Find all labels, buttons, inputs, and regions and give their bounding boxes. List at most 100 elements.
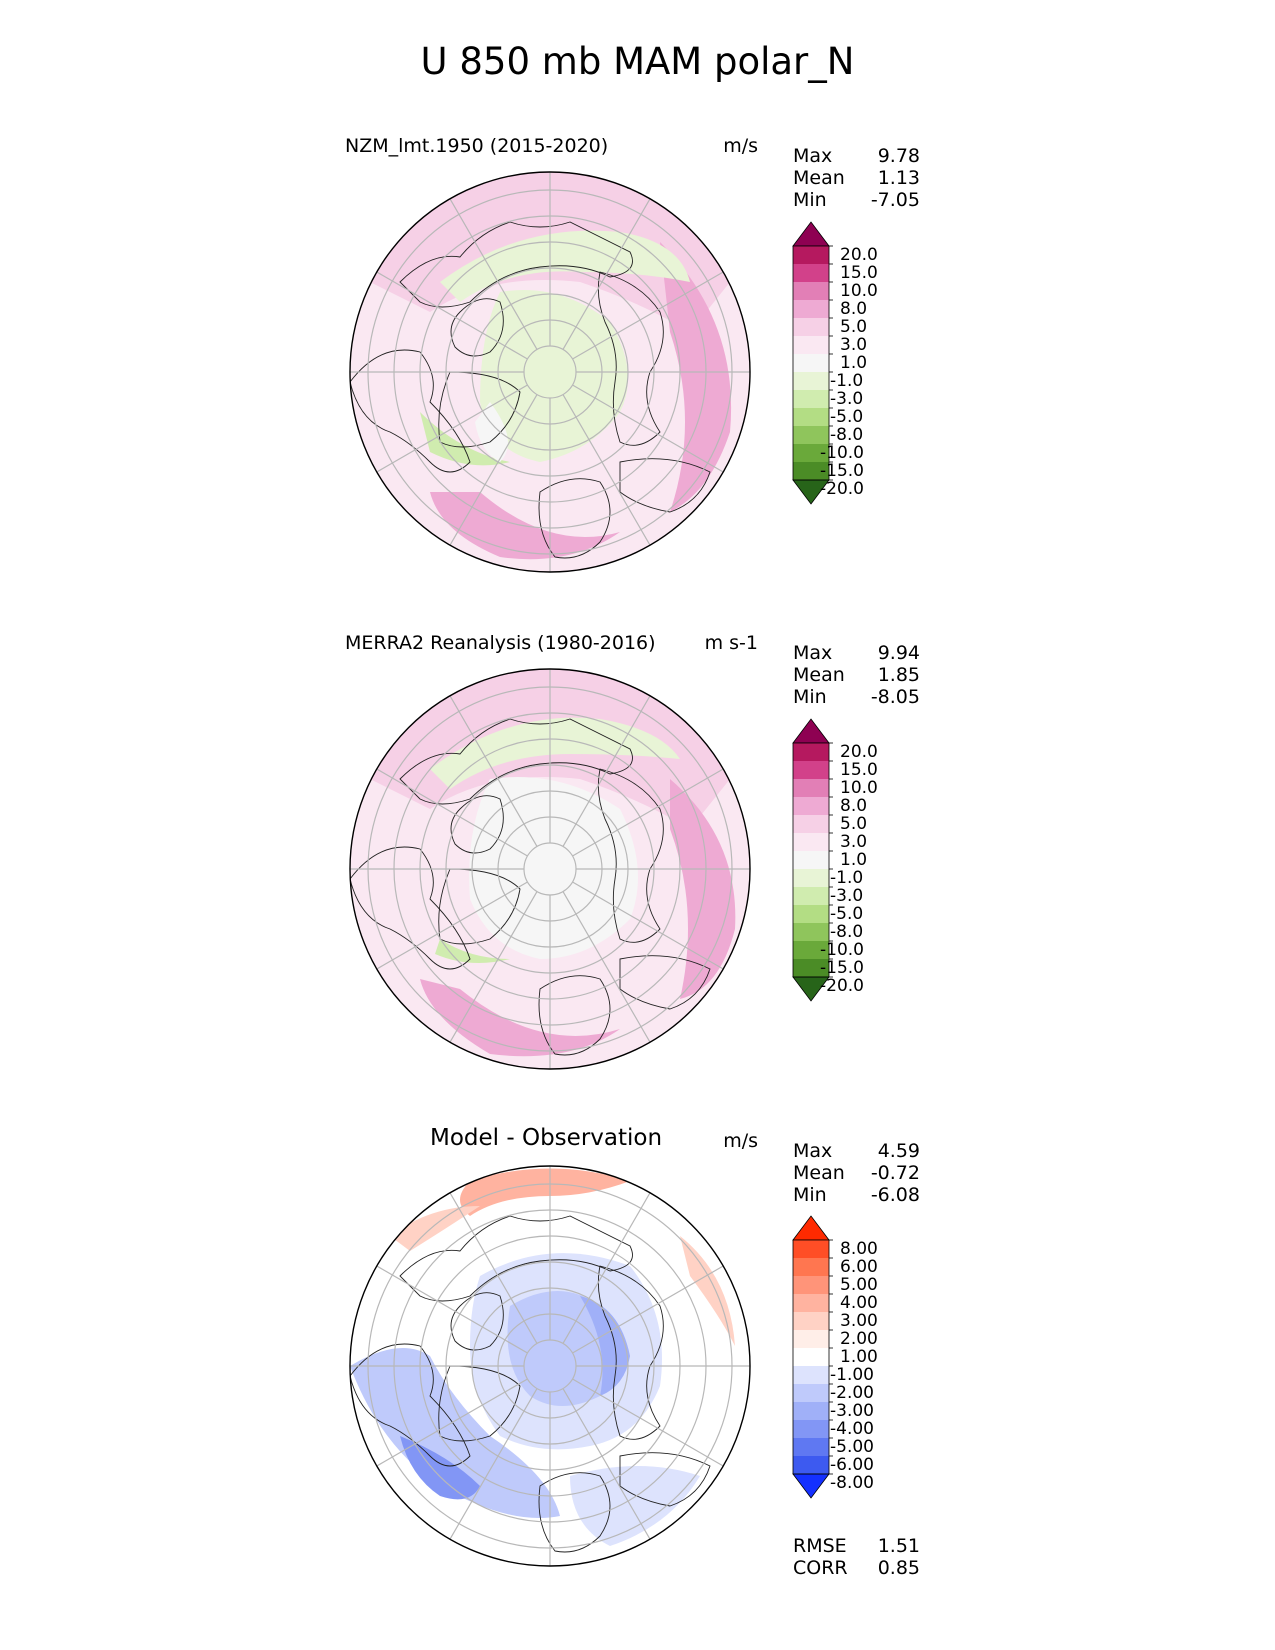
graticule-meridian bbox=[376, 384, 528, 473]
stat-value: 1.13 bbox=[877, 167, 920, 189]
stat-value: 4.59 bbox=[877, 1140, 920, 1162]
field-contour bbox=[570, 1466, 700, 1546]
colorbar-tick-label: 6.00 bbox=[840, 1257, 878, 1277]
coastline bbox=[619, 458, 711, 513]
colorbar-tick-label: -20.0 bbox=[820, 479, 864, 499]
coastline bbox=[450, 298, 504, 357]
colorbar-segment bbox=[793, 833, 829, 851]
colorbar-segment bbox=[793, 1294, 829, 1312]
stat-value: 9.94 bbox=[877, 642, 920, 664]
coastline bbox=[399, 718, 633, 805]
colorbar-segment bbox=[793, 354, 829, 372]
colorbar-segment bbox=[793, 1402, 829, 1420]
metric-label: CORR bbox=[793, 1557, 848, 1579]
graticule-meridian bbox=[572, 881, 724, 970]
colorbar-tick-label: 1.0 bbox=[840, 353, 868, 373]
colorbar-segment bbox=[793, 959, 829, 977]
stat-label: Min bbox=[793, 189, 827, 211]
stat-value: 9.78 bbox=[877, 145, 920, 167]
graticule-meridian bbox=[572, 768, 724, 857]
colorbar-segment bbox=[793, 408, 829, 426]
colorbar-frame bbox=[792, 742, 830, 978]
field-contour bbox=[420, 979, 620, 1057]
colorbar-tick-label: -8.0 bbox=[830, 922, 864, 942]
colorbar-segment bbox=[793, 851, 829, 869]
colorbar-segment bbox=[793, 444, 829, 462]
colorbar-segment bbox=[793, 1348, 829, 1366]
stat-label: Max bbox=[793, 1140, 833, 1162]
colorbar-segment bbox=[793, 779, 829, 797]
field-contour bbox=[390, 1206, 480, 1251]
colorbar-tick-label: 1.00 bbox=[840, 1347, 878, 1367]
colorbar-segment bbox=[793, 923, 829, 941]
graticule-meridian bbox=[449, 198, 538, 350]
colorbar-tick-label: 20.0 bbox=[840, 245, 878, 265]
graticule-meridian bbox=[562, 891, 651, 1043]
colorbar-tick-label: 5.00 bbox=[840, 1275, 878, 1295]
field-contour bbox=[680, 1236, 735, 1346]
colorbar-tick-label: 5.0 bbox=[840, 317, 868, 337]
stat-label: Min bbox=[793, 1184, 827, 1206]
coastline bbox=[619, 955, 711, 1010]
metric-value: 0.85 bbox=[877, 1557, 920, 1579]
colorbar-segment bbox=[793, 1366, 829, 1384]
coastline bbox=[399, 221, 633, 308]
colorbar-segment bbox=[793, 761, 829, 779]
colorbar-tick-label: 3.0 bbox=[840, 832, 868, 852]
panel-3-colorbar bbox=[792, 1215, 833, 1499]
graticule-meridian bbox=[376, 1265, 528, 1354]
panel-1-units: m/s bbox=[723, 135, 758, 157]
colorbar-segment bbox=[793, 1438, 829, 1456]
coastline bbox=[438, 371, 521, 448]
colorbar-segment bbox=[793, 426, 829, 444]
colorbar-segment bbox=[793, 1330, 829, 1348]
panel-3-polar-map bbox=[349, 1165, 751, 1567]
stat-label: Mean bbox=[793, 167, 845, 189]
colorbar-segment bbox=[793, 336, 829, 354]
graticule-meridian bbox=[449, 891, 538, 1043]
figure-title: U 850 mb MAM polar_N bbox=[420, 40, 855, 83]
colorbar-tick-label: -3.00 bbox=[830, 1401, 874, 1421]
stat-value: -0.72 bbox=[870, 1162, 920, 1184]
coastline bbox=[538, 478, 611, 559]
graticule-meridian bbox=[376, 768, 528, 857]
field-contour bbox=[580, 1296, 630, 1396]
coastline bbox=[597, 768, 664, 943]
colorbar-segment bbox=[793, 282, 829, 300]
field-contour bbox=[670, 779, 736, 999]
colorbar-segment bbox=[793, 300, 829, 318]
graticule-meridian bbox=[562, 695, 651, 847]
stat-label: Max bbox=[793, 145, 833, 167]
coastline bbox=[450, 795, 504, 854]
graticule-meridian bbox=[562, 394, 651, 546]
graticule-meridian bbox=[562, 1192, 651, 1344]
colorbar-tick-label: -20.0 bbox=[820, 976, 864, 996]
colorbar-segment bbox=[793, 1384, 829, 1402]
coastline bbox=[350, 846, 471, 970]
colorbar-segment bbox=[793, 1258, 829, 1276]
panel-3-stats: Max 4.59 Mean -0.72 Min -6.08 bbox=[793, 1140, 920, 1206]
colorbar-tick-label: 20.0 bbox=[840, 742, 878, 762]
colorbar-tick-label: -3.0 bbox=[830, 389, 864, 409]
panel-3-metrics: RMSE 1.51 CORR 0.85 bbox=[793, 1535, 920, 1579]
stat-value: 1.85 bbox=[877, 664, 920, 686]
colorbar-tick-label: 15.0 bbox=[840, 263, 878, 283]
colorbar-segment bbox=[793, 887, 829, 905]
colorbar-tick-label: 10.0 bbox=[840, 778, 878, 798]
colorbar-extend-max bbox=[792, 718, 830, 744]
colorbar-segment bbox=[793, 246, 829, 264]
coastline bbox=[438, 1365, 521, 1442]
field-contour bbox=[660, 242, 732, 512]
colorbar-tick-label: -5.0 bbox=[830, 407, 864, 427]
colorbar-tick-label: -10.0 bbox=[820, 443, 864, 463]
field-contour bbox=[507, 1291, 610, 1406]
stat-label: Max bbox=[793, 642, 833, 664]
stat-label: Min bbox=[793, 686, 827, 708]
graticule-meridian bbox=[449, 1388, 538, 1540]
metric-value: 1.51 bbox=[877, 1535, 920, 1557]
stat-label: Mean bbox=[793, 664, 845, 686]
colorbar-segment bbox=[793, 462, 829, 480]
coastline bbox=[619, 1452, 711, 1507]
colorbar-tick-label: 8.00 bbox=[840, 1239, 878, 1259]
coastline bbox=[538, 975, 611, 1056]
